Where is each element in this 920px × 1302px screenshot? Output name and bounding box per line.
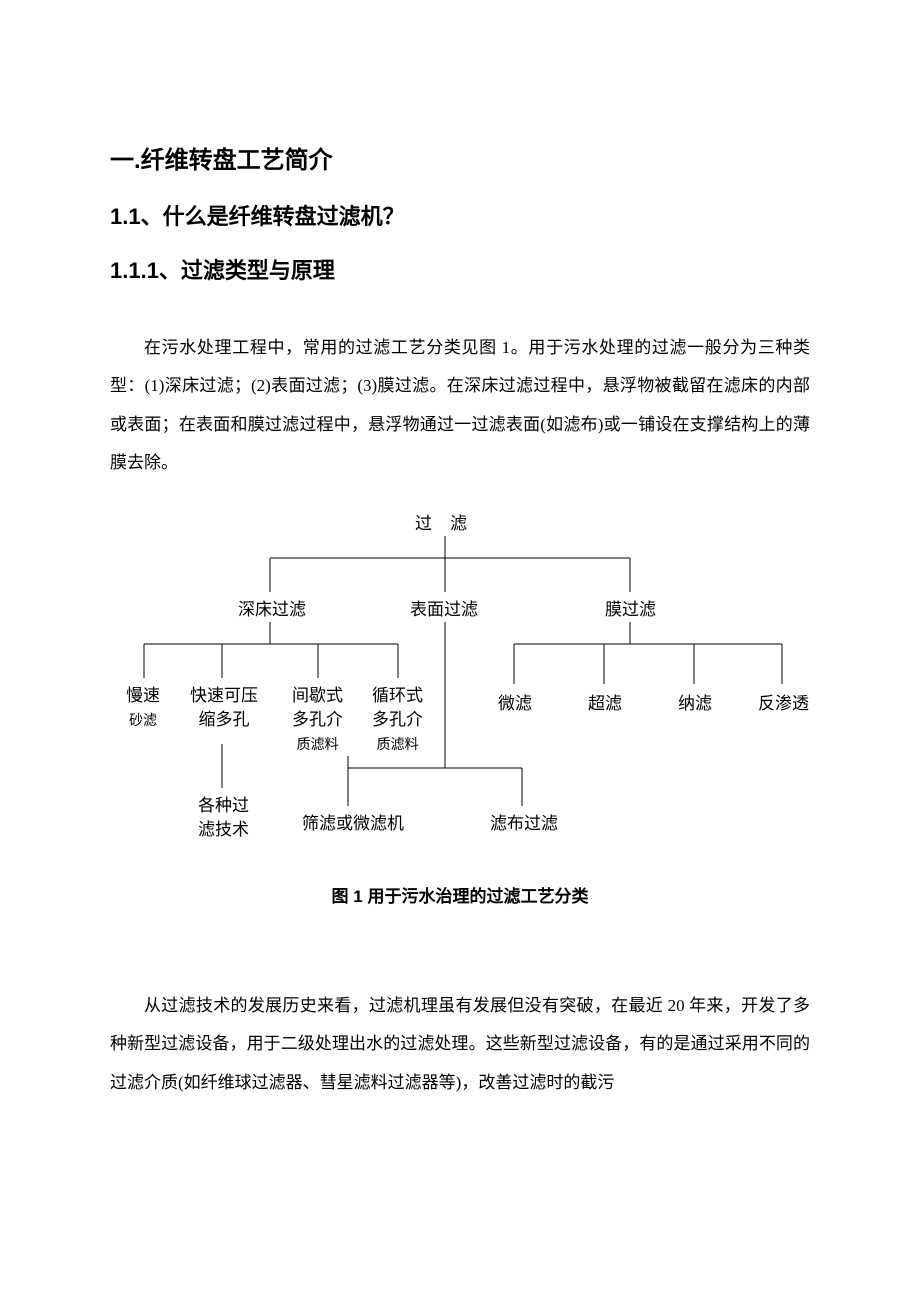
tree-node: 膜过滤 [605,598,656,622]
paragraph-2: 从过滤技术的发展历史来看，过滤机理虽有发展但没有突破，在最近 20 年来，开发了… [110,987,810,1102]
heading-2: 1.1、什么是纤维转盘过滤机？ [110,199,810,231]
heading-1: 一.纤维转盘工艺简介 [110,140,810,175]
heading-3: 1.1.1、过滤类型与原理 [110,253,810,285]
tree-node: 表面过滤 [410,598,478,622]
tree-node: 深床过滤 [238,598,306,622]
tree-node: 微滤 [498,692,532,716]
tree-node: 各种过滤技术 [198,794,249,842]
tree-diagram: 过滤深床过滤 表面过滤 膜过滤慢速砂滤快速可压缩多孔间歇式多孔介质滤料循环式多孔介质… [110,512,810,872]
tree-node: 快速可压缩多孔 [190,684,258,732]
tree-node: 慢速砂滤 [126,684,160,732]
tree-node: 超滤 [588,692,622,716]
tree-root: 过滤 [415,512,485,536]
tree-node: 滤布过滤 [490,812,558,836]
paragraph-1: 在污水处理工程中，常用的过滤工艺分类见图 1。用于污水处理的过滤一般分为三种类型… [110,329,810,482]
tree-node: 反渗透 [758,692,809,716]
tree-node: 纳滤 [678,692,712,716]
tree-node: 间歇式多孔介质滤料 [292,684,343,755]
figure-caption: 图 1 用于污水治理的过滤工艺分类 [110,882,810,907]
tree-node: 筛滤或微滤机 [302,812,404,836]
tree-node: 循环式多孔介质滤料 [372,684,423,755]
